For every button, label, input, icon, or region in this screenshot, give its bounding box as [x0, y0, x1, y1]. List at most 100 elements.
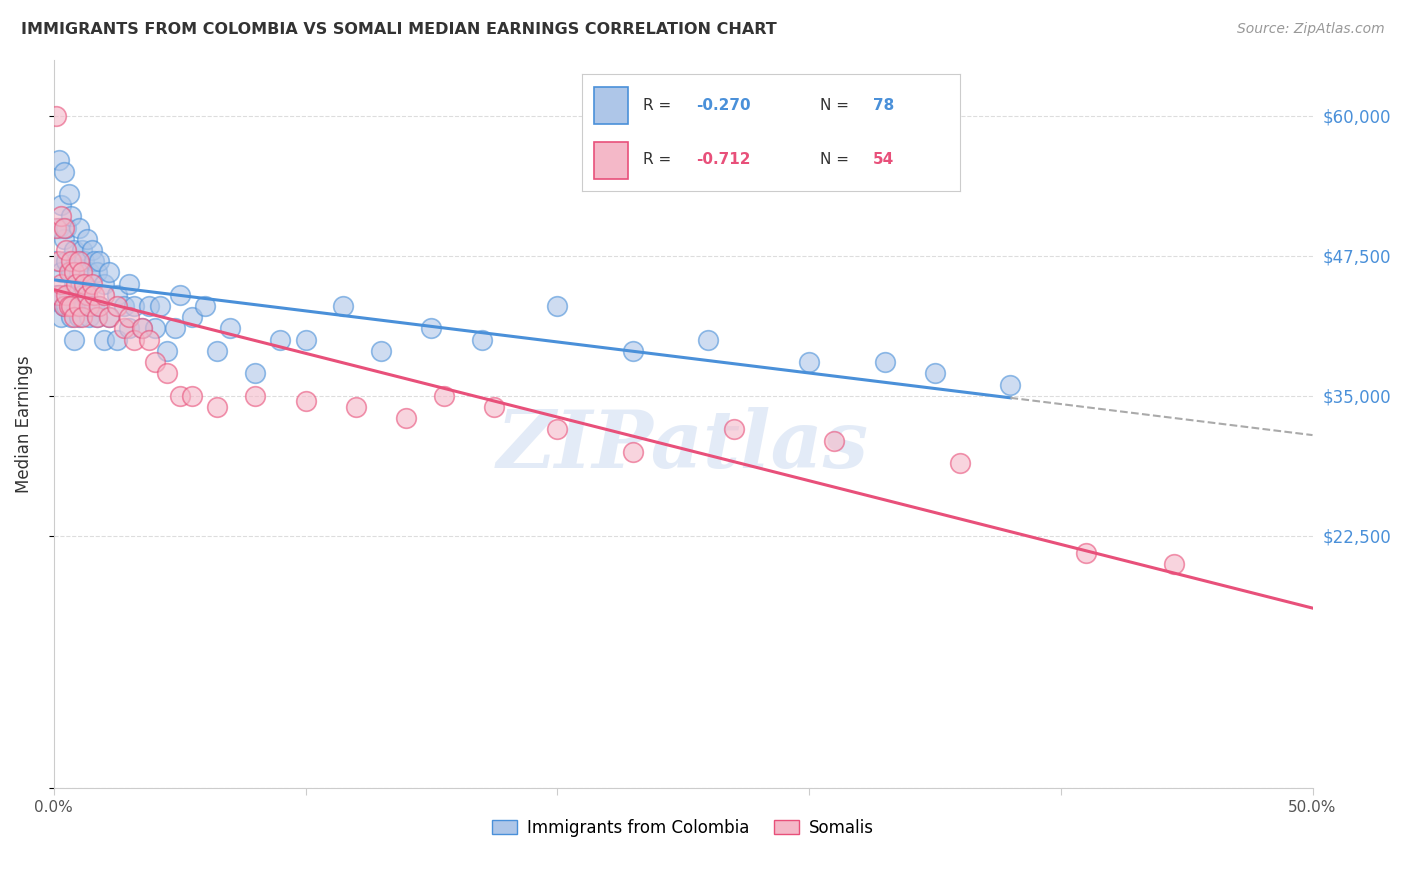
Point	[67, 265, 90, 279]
Point	[105, 333, 128, 347]
Point	[76, 232, 98, 246]
Point	[51, 277, 73, 291]
Point	[48, 153, 70, 168]
Point	[93, 277, 115, 291]
Point	[67, 220, 90, 235]
Point	[51, 310, 73, 325]
Point	[67, 299, 90, 313]
Point	[73, 299, 96, 313]
Point	[89, 299, 111, 313]
Point	[143, 355, 166, 369]
Point	[45, 254, 67, 268]
Point	[723, 422, 745, 436]
Point	[60, 310, 83, 325]
Point	[58, 265, 80, 279]
Point	[621, 444, 644, 458]
Point	[112, 299, 135, 313]
Point	[395, 411, 418, 425]
Point	[83, 288, 105, 302]
Point	[80, 243, 103, 257]
Point	[76, 288, 98, 302]
Point	[156, 343, 179, 358]
Point	[76, 288, 98, 302]
Point	[546, 422, 568, 436]
Point	[124, 299, 146, 313]
Point	[219, 321, 242, 335]
Point	[245, 367, 267, 381]
Point	[67, 310, 90, 325]
Point	[48, 288, 70, 302]
Point	[70, 310, 93, 325]
Point	[131, 321, 153, 335]
Point	[112, 321, 135, 335]
Point	[55, 243, 77, 257]
Point	[60, 254, 83, 268]
Point	[148, 299, 170, 313]
Point	[138, 333, 160, 347]
Point	[60, 299, 83, 313]
Point	[45, 220, 67, 235]
Point	[51, 265, 73, 279]
Point	[546, 299, 568, 313]
Point	[83, 254, 105, 268]
Point	[621, 343, 644, 358]
Point	[949, 456, 972, 470]
Legend: Immigrants from Colombia, Somalis: Immigrants from Colombia, Somalis	[484, 810, 883, 845]
Point	[55, 220, 77, 235]
Point	[93, 333, 115, 347]
Text: Source: ZipAtlas.com: Source: ZipAtlas.com	[1237, 22, 1385, 37]
Point	[105, 288, 128, 302]
Point	[80, 277, 103, 291]
Point	[65, 254, 87, 268]
Point	[48, 220, 70, 235]
Point	[48, 288, 70, 302]
Point	[58, 187, 80, 202]
Point	[60, 210, 83, 224]
Point	[420, 321, 443, 335]
Point	[294, 333, 316, 347]
Point	[105, 299, 128, 313]
Point	[86, 310, 108, 325]
Point	[73, 254, 96, 268]
Point	[98, 265, 121, 279]
Point	[169, 288, 191, 302]
Point	[63, 277, 86, 291]
Point	[823, 434, 845, 448]
Point	[52, 164, 75, 178]
Point	[77, 310, 100, 325]
Point	[65, 277, 87, 291]
Point	[58, 299, 80, 313]
Point	[269, 333, 291, 347]
Point	[60, 265, 83, 279]
Point	[294, 394, 316, 409]
Point	[89, 299, 111, 313]
Point	[245, 389, 267, 403]
Point	[207, 343, 229, 358]
Y-axis label: Median Earnings: Median Earnings	[15, 355, 32, 492]
Point	[143, 321, 166, 335]
Point	[83, 299, 105, 313]
Point	[433, 389, 456, 403]
Point	[55, 288, 77, 302]
Point	[924, 367, 946, 381]
Point	[138, 299, 160, 313]
Point	[181, 310, 204, 325]
Point	[156, 367, 179, 381]
Point	[70, 265, 93, 279]
Point	[1074, 545, 1097, 559]
Point	[73, 277, 96, 291]
Point	[55, 254, 77, 268]
Point	[52, 299, 75, 313]
Point	[194, 299, 217, 313]
Point	[118, 277, 141, 291]
Point	[51, 198, 73, 212]
Point	[124, 333, 146, 347]
Point	[484, 400, 506, 414]
Point	[52, 220, 75, 235]
Point	[67, 254, 90, 268]
Point	[370, 343, 392, 358]
Point	[52, 232, 75, 246]
Point	[332, 299, 354, 313]
Point	[77, 265, 100, 279]
Point	[51, 210, 73, 224]
